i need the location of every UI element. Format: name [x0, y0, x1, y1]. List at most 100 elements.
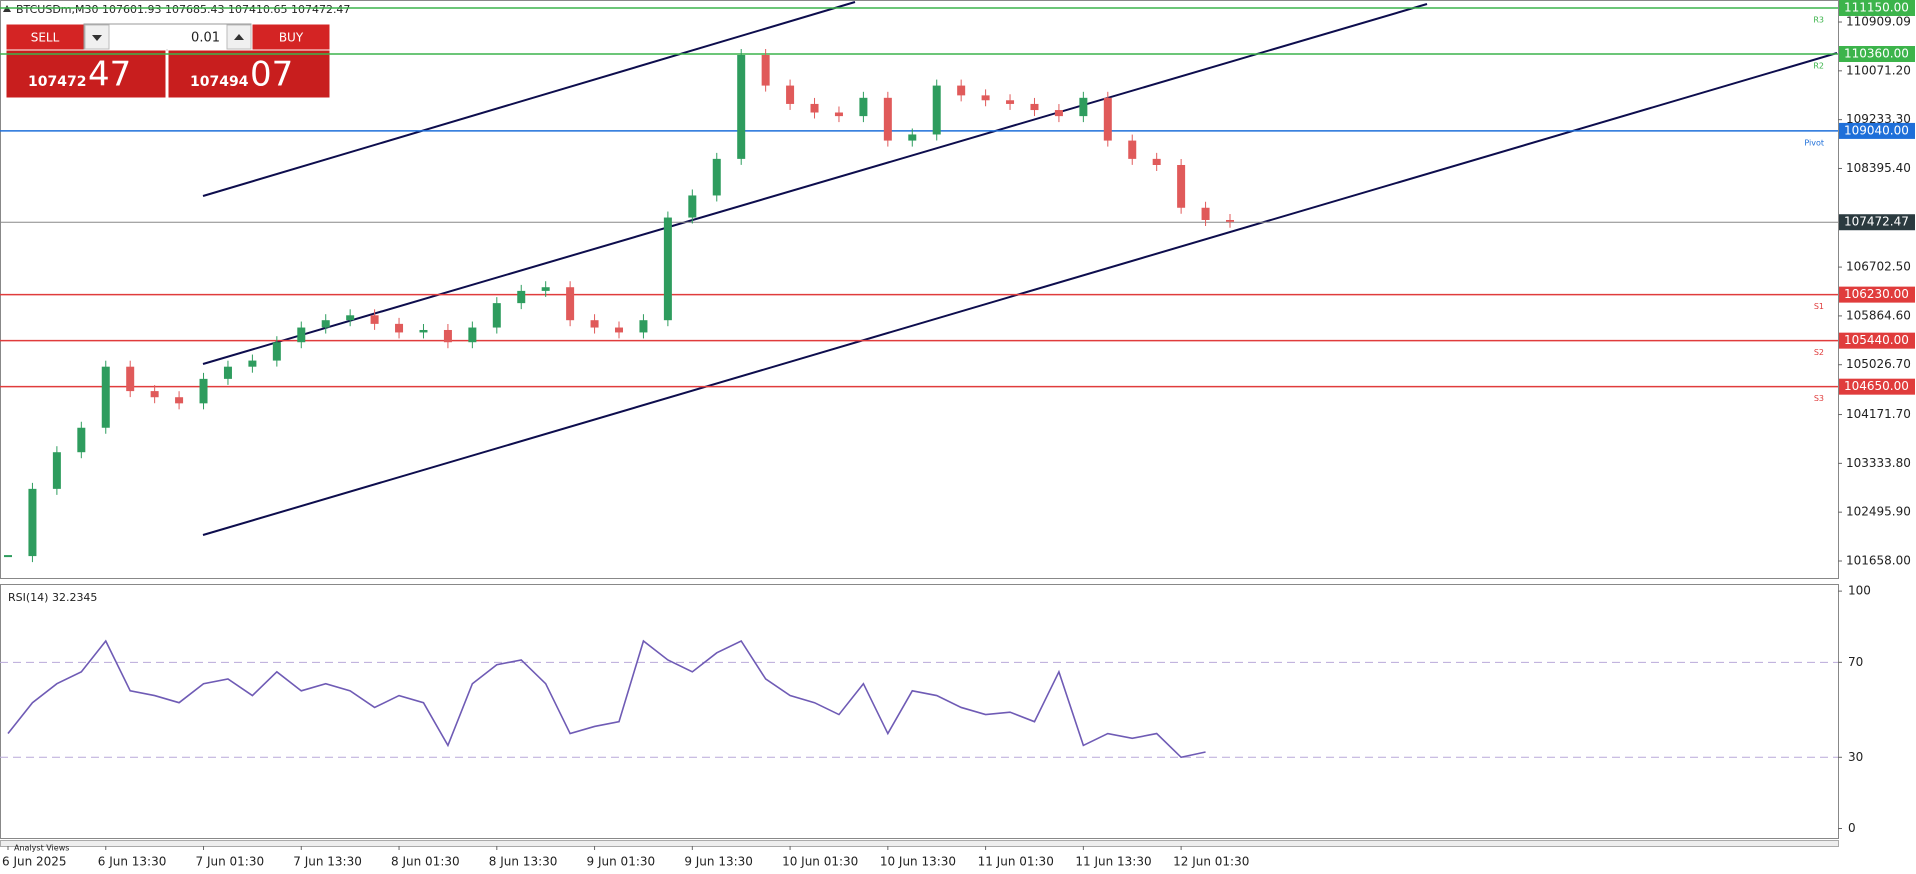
level-label: 105440.00 [1844, 333, 1909, 347]
candle [712, 158, 721, 196]
candle [28, 488, 37, 557]
candle [932, 85, 941, 135]
price-panel-frame [0, 0, 1839, 579]
candle [77, 427, 86, 453]
candle [737, 54, 746, 159]
candle [52, 452, 61, 489]
level-label-box [1839, 286, 1915, 303]
level-name: R3 [1813, 15, 1824, 24]
ask-big: 07 [250, 55, 293, 95]
candle [321, 320, 330, 328]
candle [1177, 164, 1186, 208]
level-label: 109040.00 [1844, 123, 1909, 137]
level-label-box [1839, 378, 1915, 395]
rsi-line [7, 639, 1206, 759]
candle [492, 303, 501, 328]
candle [395, 323, 404, 333]
up-arrow [234, 34, 244, 40]
candle [1226, 219, 1234, 222]
x-tick-label: 9 Jun 01:30 [587, 855, 656, 869]
candle [1201, 207, 1210, 220]
candle [786, 85, 795, 104]
buy-button[interactable] [251, 23, 331, 51]
candle [810, 103, 819, 113]
candle [101, 366, 110, 428]
x-tick-label: 8 Jun 01:30 [391, 855, 460, 869]
level-label-box [1839, 332, 1915, 349]
level-name: R2 [1813, 62, 1824, 71]
x-tick-label: 7 Jun 01:30 [196, 855, 265, 869]
candle [1054, 110, 1063, 117]
sell-label[interactable]: SELL [31, 31, 60, 45]
candle [541, 287, 550, 291]
candle [1006, 100, 1015, 104]
x-tick-label: 12 Jun 01:30 [1173, 855, 1249, 869]
x-tick-label: 10 Jun 13:30 [880, 855, 956, 869]
y-tick-label: 104171.70 [1846, 407, 1911, 421]
candle [1152, 158, 1161, 165]
x-tick-label: 8 Jun 13:30 [489, 855, 558, 869]
down-arrow [92, 35, 102, 41]
channel-line [202, 1, 856, 197]
x-tick-label: 9 Jun 13:30 [684, 855, 753, 869]
level-name: S1 [1814, 302, 1824, 311]
level-label: 104650.00 [1844, 379, 1909, 393]
trade-panel: SELL 0.01 BUY 107472 47 107494 07 [5, 23, 331, 99]
sell-price-box[interactable] [5, 49, 167, 99]
rsi-tick-label: 70 [1848, 655, 1863, 669]
rsi-tick-label: 0 [1848, 821, 1856, 835]
candle [517, 290, 526, 304]
y-tick-label: 105864.60 [1846, 308, 1911, 322]
x-tick-label: 11 Jun 13:30 [1075, 855, 1151, 869]
analyst-views-bar [0, 840, 1839, 847]
y-tick-label: 109233.30 [1846, 112, 1911, 126]
bid-main: 107472 [28, 74, 86, 90]
x-tick-label: 11 Jun 01:30 [978, 855, 1054, 869]
buy-label[interactable]: BUY [279, 31, 304, 45]
current-price-label: 107472.47 [1844, 215, 1909, 229]
level-label-box [1839, 122, 1915, 139]
candle [4, 555, 12, 558]
candle [834, 112, 843, 117]
candle [248, 360, 257, 367]
rsi-title: RSI(14) 32.2345 [8, 591, 97, 604]
candle [199, 378, 208, 404]
candle [761, 54, 770, 86]
y-tick-label: 108395.40 [1846, 161, 1911, 175]
candle [443, 329, 452, 343]
candle [1079, 97, 1088, 117]
x-tick-label: 10 Jun 01:30 [782, 855, 858, 869]
candle [688, 195, 697, 218]
candle [175, 397, 184, 404]
level-label: 110360.00 [1844, 47, 1909, 61]
volume-value[interactable]: 0.01 [191, 31, 220, 46]
candle [370, 315, 379, 324]
y-tick-label: 110071.20 [1846, 63, 1911, 77]
level-name: S2 [1814, 348, 1824, 357]
ask-main: 107494 [190, 74, 249, 90]
rsi-panel-frame [0, 584, 1839, 839]
y-tick-label: 103333.80 [1846, 456, 1911, 470]
candle [1128, 140, 1137, 159]
level-label-box [1839, 0, 1915, 16]
level-label: 106230.00 [1844, 287, 1909, 301]
x-tick-label: 6 Jun 13:30 [98, 855, 167, 869]
level-label: 111150.00 [1844, 0, 1909, 14]
level-name: Pivot [1804, 138, 1824, 147]
buy-price-box[interactable] [167, 49, 331, 99]
candle [1103, 97, 1112, 141]
candle [663, 217, 672, 321]
candle [223, 366, 232, 379]
candle [883, 97, 892, 141]
candle [272, 342, 281, 361]
y-tick-label: 106702.50 [1846, 260, 1911, 274]
candle [126, 366, 135, 392]
channel-line [202, 3, 1428, 365]
candle [639, 320, 648, 333]
candle [590, 320, 599, 328]
x-tick-label: 6 Jun 2025 [2, 855, 67, 869]
y-tick-label: 101658.00 [1846, 553, 1911, 567]
candle [957, 85, 966, 96]
x-tick-label: 7 Jun 13:30 [293, 855, 362, 869]
rsi-tick-label: 30 [1848, 750, 1863, 764]
